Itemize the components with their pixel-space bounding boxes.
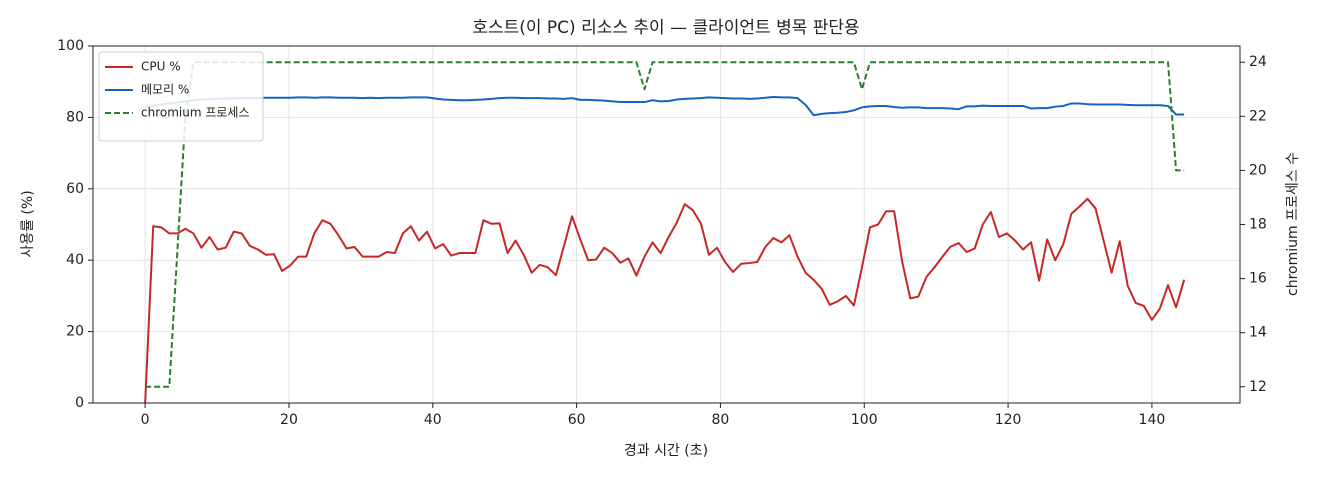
- legend-label: 메모리 %: [141, 83, 189, 97]
- x-tick-label: 60: [568, 412, 586, 428]
- data-line: [145, 96, 1185, 117]
- data-line: [145, 61, 1185, 388]
- y2-axis-label: chromium 프로세스 수: [1285, 152, 1301, 296]
- y2-tick-label: 20: [1249, 162, 1267, 178]
- x-tick-label: 140: [1139, 412, 1166, 428]
- plot-frame: [92, 45, 1241, 404]
- x-tick-label: 100: [851, 412, 878, 428]
- y2-tick-label: 12: [1249, 379, 1267, 395]
- legend-label: chromium 프로세스: [141, 106, 250, 120]
- chart-title: 호스트(이 PC) 리소스 추이 — 클라이언트 병목 판단용: [472, 18, 859, 38]
- y-tick-label: 80: [66, 109, 84, 125]
- legend-box: [98, 51, 264, 142]
- y2-tick-label: 14: [1249, 325, 1267, 341]
- x-tick-label: 20: [280, 412, 298, 428]
- x-axis-label: 경과 시간 (초): [624, 443, 708, 459]
- legend-label: CPU %: [141, 60, 181, 74]
- y2-tick-label: 16: [1249, 271, 1267, 287]
- y2-tick-label: 24: [1249, 54, 1267, 70]
- x-tick-label: 120: [995, 412, 1022, 428]
- y-tick-label: 0: [75, 395, 84, 411]
- y2-tick-label: 18: [1249, 217, 1267, 233]
- data-line: [144, 197, 1186, 404]
- x-tick-label: 80: [712, 412, 730, 428]
- y-tick-label: 100: [57, 38, 84, 54]
- x-tick-label: 0: [141, 412, 150, 428]
- y-tick-label: 60: [66, 181, 84, 197]
- y-axis-label: 사용률 (%): [20, 190, 36, 257]
- y2-tick-label: 22: [1249, 108, 1267, 124]
- x-tick-label: 40: [424, 412, 442, 428]
- y-tick-label: 20: [66, 324, 84, 340]
- y-tick-label: 40: [66, 252, 84, 268]
- legend: CPU % 메모리 % chromium 프로세스: [98, 51, 264, 142]
